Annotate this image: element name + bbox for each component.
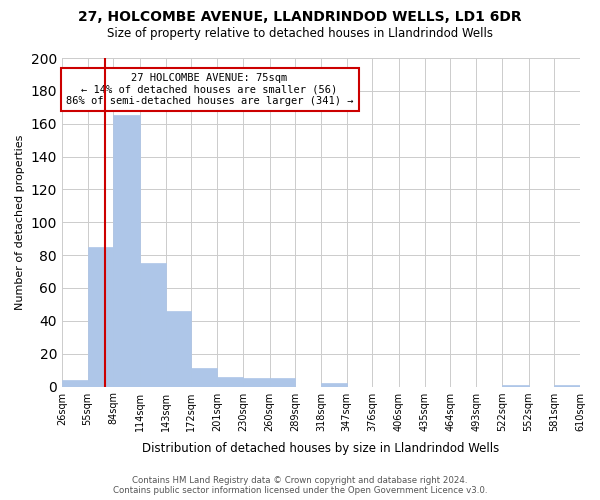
- Text: Contains HM Land Registry data © Crown copyright and database right 2024.
Contai: Contains HM Land Registry data © Crown c…: [113, 476, 487, 495]
- Bar: [191, 368, 217, 386]
- Bar: [269, 378, 295, 386]
- Bar: [554, 385, 580, 386]
- Bar: [243, 378, 269, 386]
- Bar: [62, 380, 88, 386]
- Bar: [321, 383, 347, 386]
- Bar: [166, 311, 191, 386]
- Bar: [502, 385, 529, 386]
- Text: 27 HOLCOMBE AVENUE: 75sqm
← 14% of detached houses are smaller (56)
86% of semi-: 27 HOLCOMBE AVENUE: 75sqm ← 14% of detac…: [66, 73, 353, 106]
- Y-axis label: Number of detached properties: Number of detached properties: [15, 134, 25, 310]
- Text: 27, HOLCOMBE AVENUE, LLANDRINDOD WELLS, LD1 6DR: 27, HOLCOMBE AVENUE, LLANDRINDOD WELLS, …: [78, 10, 522, 24]
- Bar: [217, 376, 243, 386]
- Bar: [113, 116, 140, 386]
- Bar: [140, 264, 166, 386]
- Bar: [88, 247, 113, 386]
- Text: Size of property relative to detached houses in Llandrindod Wells: Size of property relative to detached ho…: [107, 28, 493, 40]
- X-axis label: Distribution of detached houses by size in Llandrindod Wells: Distribution of detached houses by size …: [142, 442, 500, 455]
